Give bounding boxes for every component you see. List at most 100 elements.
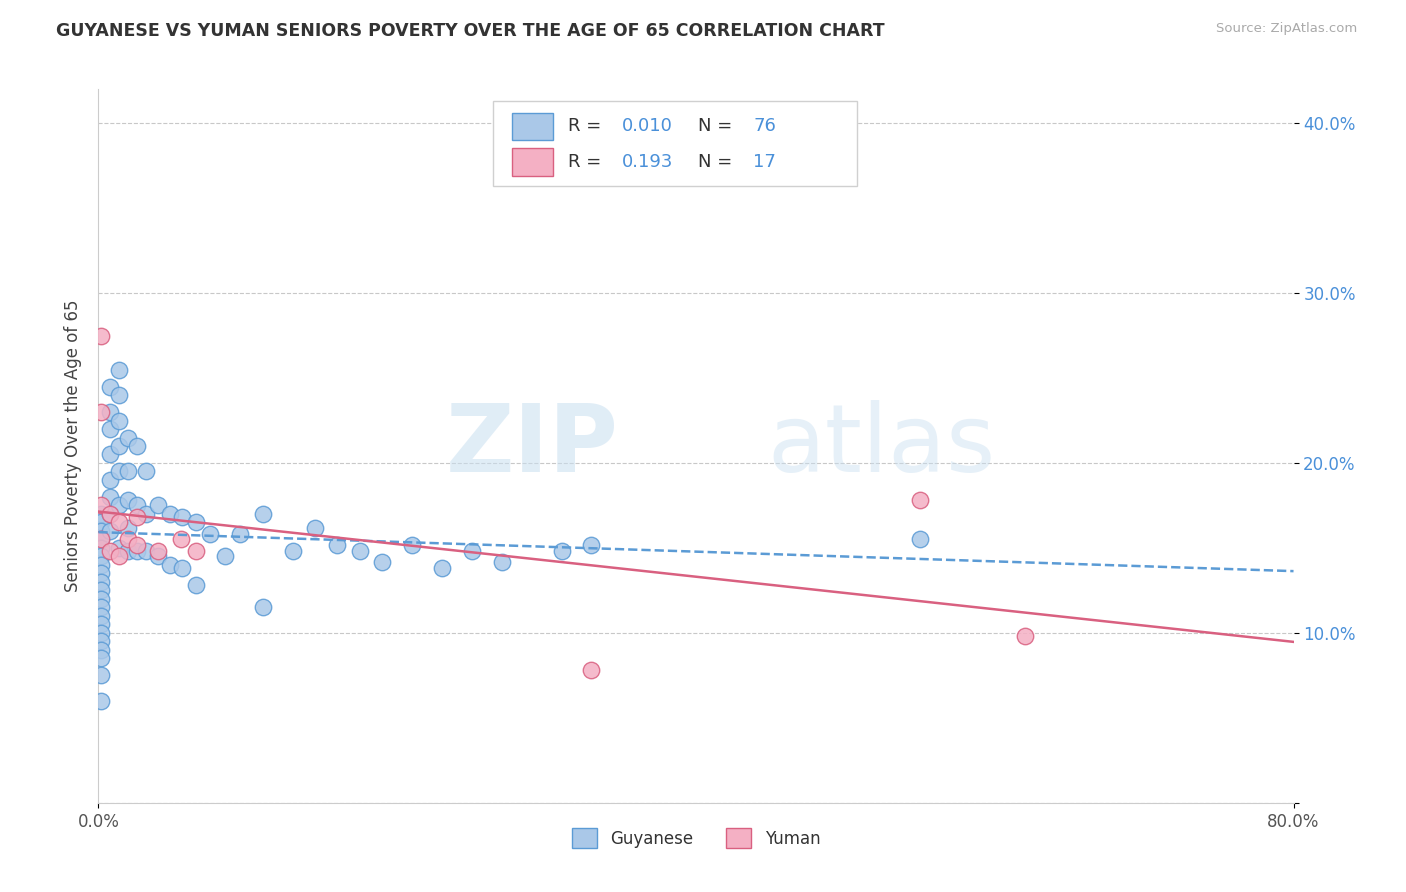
Point [184, 516, 207, 530]
Point [90, 591, 112, 606]
Point [127, 510, 149, 524]
Point [90, 524, 112, 538]
Text: R =: R = [568, 153, 607, 171]
Point [304, 520, 326, 534]
Point [148, 549, 170, 564]
Point [127, 544, 149, 558]
Point [135, 465, 157, 479]
Point [98, 448, 122, 462]
Y-axis label: Seniors Poverty Over the Age of 65: Seniors Poverty Over the Age of 65 [63, 300, 82, 592]
Point [98, 473, 122, 487]
Point [90, 643, 112, 657]
Point [98, 379, 122, 393]
Legend: Guyanese, Yuman: Guyanese, Yuman [565, 822, 827, 855]
Point [90, 549, 112, 564]
Point [117, 493, 139, 508]
Point [90, 617, 112, 632]
Text: R =: R = [568, 118, 607, 136]
Point [159, 507, 181, 521]
Point [90, 583, 112, 598]
Point [90, 507, 112, 521]
Point [90, 574, 112, 589]
Point [90, 533, 112, 547]
Text: Source: ZipAtlas.com: Source: ZipAtlas.com [1216, 22, 1357, 36]
Point [371, 555, 394, 569]
Text: N =: N = [699, 118, 738, 136]
Point [117, 465, 139, 479]
Point [90, 533, 112, 547]
Point [349, 544, 371, 558]
Point [184, 544, 207, 558]
Point [252, 507, 274, 521]
Text: 0.193: 0.193 [621, 153, 673, 171]
Point [908, 493, 931, 508]
Point [90, 608, 112, 623]
Point [581, 537, 603, 551]
Point [98, 507, 122, 521]
Point [90, 651, 112, 665]
Point [117, 430, 139, 444]
Point [135, 507, 157, 521]
Point [127, 499, 149, 513]
Text: ZIP: ZIP [446, 400, 619, 492]
Point [108, 413, 131, 427]
Point [90, 516, 112, 530]
Point [281, 544, 304, 558]
Point [159, 558, 181, 572]
Point [326, 537, 349, 551]
Point [491, 555, 513, 569]
Point [117, 544, 139, 558]
Point [90, 626, 112, 640]
Point [184, 578, 207, 592]
Point [908, 533, 931, 547]
Point [90, 668, 112, 682]
Point [581, 663, 603, 677]
FancyBboxPatch shape [494, 102, 858, 186]
Point [108, 541, 131, 555]
Point [252, 600, 274, 615]
Point [90, 541, 112, 555]
Point [108, 465, 131, 479]
Point [148, 544, 170, 558]
Text: 17: 17 [754, 153, 776, 171]
Point [108, 388, 131, 402]
Text: GUYANESE VS YUMAN SENIORS POVERTY OVER THE AGE OF 65 CORRELATION CHART: GUYANESE VS YUMAN SENIORS POVERTY OVER T… [56, 22, 884, 40]
Point [148, 499, 170, 513]
Point [127, 537, 149, 551]
Point [98, 524, 122, 538]
Point [108, 362, 131, 376]
Point [401, 537, 423, 551]
Point [108, 439, 131, 453]
Point [127, 439, 149, 453]
Point [90, 600, 112, 615]
Point [229, 527, 252, 541]
Text: 0.010: 0.010 [621, 118, 672, 136]
Point [214, 549, 236, 564]
Point [98, 422, 122, 436]
Point [172, 561, 194, 575]
Point [461, 544, 484, 558]
Point [172, 510, 194, 524]
Point [108, 549, 131, 564]
Point [169, 533, 191, 547]
Point [98, 490, 122, 504]
Point [90, 694, 112, 708]
Point [108, 499, 131, 513]
Point [90, 328, 112, 343]
Point [117, 520, 139, 534]
FancyBboxPatch shape [512, 112, 553, 140]
Point [135, 544, 157, 558]
Text: N =: N = [699, 153, 738, 171]
Text: 76: 76 [754, 118, 776, 136]
Point [98, 405, 122, 419]
FancyBboxPatch shape [512, 148, 553, 176]
Point [550, 544, 572, 558]
Point [117, 533, 139, 547]
Point [90, 634, 112, 648]
Point [90, 499, 112, 513]
Text: atlas: atlas [768, 400, 995, 492]
Point [108, 516, 131, 530]
Point [98, 507, 122, 521]
Point [90, 566, 112, 581]
Point [200, 527, 222, 541]
